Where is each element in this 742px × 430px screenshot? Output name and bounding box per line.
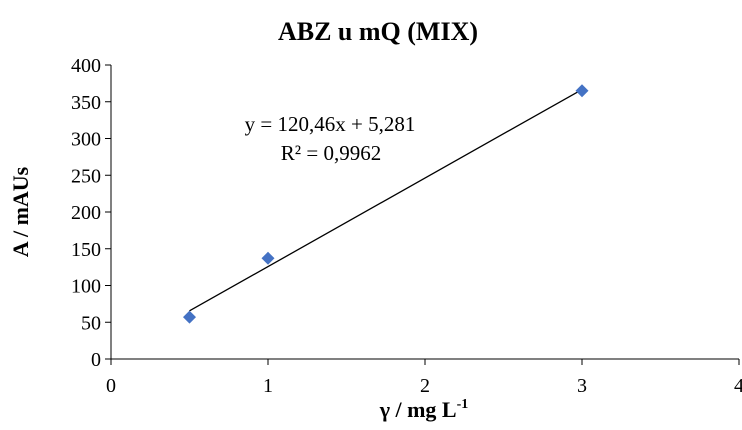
x-tick-label: 1 (263, 375, 273, 397)
x-axis-title: γ / mg L-1 (379, 397, 469, 422)
trendline-r2: R² = 0,9962 (281, 141, 381, 165)
y-tick-label: 250 (71, 165, 101, 187)
x-tick-label: 4 (734, 375, 742, 397)
y-tick-label: 100 (71, 276, 101, 298)
x-tick-label: 3 (577, 375, 587, 397)
chart-title: ABZ u mQ (MIX) (278, 17, 478, 46)
x-tick-label: 2 (420, 375, 430, 397)
data-point (183, 311, 196, 324)
x-axis-ticks: 0 1 2 3 4 (106, 359, 742, 397)
y-tick-label: 200 (71, 202, 101, 224)
trendline-equation: y = 120,46x + 5,281 (245, 112, 416, 136)
x-axis-title-base: γ / mg L (379, 397, 457, 422)
x-tick-label: 0 (106, 375, 116, 397)
y-axis-title: A / mAUs (8, 166, 33, 257)
data-point (262, 252, 275, 265)
y-tick-label: 300 (71, 129, 101, 151)
y-axis-ticks: 0 50 100 150 200 250 300 350 400 (71, 55, 111, 371)
y-tick-label: 350 (71, 92, 101, 114)
y-tick-label: 150 (71, 239, 101, 261)
y-tick-label: 0 (91, 349, 101, 371)
y-tick-label: 50 (81, 312, 101, 334)
data-point (576, 84, 589, 97)
x-axis-title-sup: -1 (457, 397, 469, 412)
y-tick-label: 400 (71, 55, 101, 77)
